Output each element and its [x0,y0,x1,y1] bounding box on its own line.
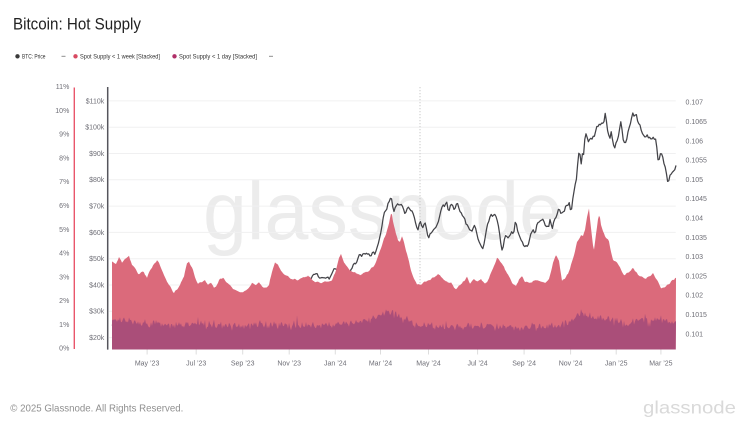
svg-text:8%: 8% [59,155,69,162]
svg-text:Spot Supply < 1 day [Stacked]: Spot Supply < 1 day [Stacked] [179,54,257,61]
svg-text:© 2025 Glassnode. All Rights R: © 2025 Glassnode. All Rights Reserved. [10,403,183,415]
svg-text:0.1035: 0.1035 [686,235,708,242]
svg-text:Mar ’24: Mar ’24 [369,361,392,368]
svg-text:0%: 0% [59,346,69,353]
svg-text:$100k: $100k [85,125,105,132]
svg-text:0.1015: 0.1015 [686,312,708,319]
svg-text:$110k: $110k [86,98,105,105]
svg-text:2%: 2% [59,298,69,305]
svg-text:9%: 9% [59,132,69,139]
svg-text:Jan ’24: Jan ’24 [324,361,347,368]
svg-text:10%: 10% [55,108,69,115]
svg-text:0.105: 0.105 [686,177,704,184]
svg-text:$20k: $20k [89,335,105,342]
svg-text:5%: 5% [59,227,69,234]
svg-text:$50k: $50k [89,256,105,263]
svg-text:4%: 4% [59,251,69,258]
svg-text:glassnode: glassnode [643,398,736,418]
svg-text:3%: 3% [59,274,69,281]
svg-text:BTC: Price: BTC: Price [22,54,46,61]
svg-text:Nov ’24: Nov ’24 [559,361,583,368]
svg-text:May ’23: May ’23 [135,361,160,368]
svg-text:$90k: $90k [89,151,105,158]
svg-text:0.107: 0.107 [686,100,704,107]
svg-text:0.1055: 0.1055 [686,158,708,165]
svg-text:0.103: 0.103 [686,254,704,261]
svg-text:Spot Supply < 1 week [Stacked]: Spot Supply < 1 week [Stacked] [80,54,160,61]
svg-text:$60k: $60k [89,230,105,237]
svg-text:1%: 1% [59,322,69,329]
svg-text:0.1045: 0.1045 [686,196,708,203]
svg-text:Mar ’25: Mar ’25 [649,361,672,368]
svg-text:Nov ’23: Nov ’23 [277,361,301,368]
svg-text:7%: 7% [59,179,69,186]
svg-text:6%: 6% [59,203,69,210]
svg-text:0.1025: 0.1025 [686,273,708,280]
svg-text:Jul ’23: Jul ’23 [186,361,206,368]
svg-text:Sep ’23: Sep ’23 [231,361,255,368]
svg-text:$80k: $80k [89,177,105,184]
svg-text:Sep ’24: Sep ’24 [512,361,536,368]
svg-text:0.102: 0.102 [686,293,704,300]
svg-text:0.101: 0.101 [686,331,704,338]
svg-text:0.1065: 0.1065 [686,119,708,126]
svg-text:Jan ’25: Jan ’25 [605,361,628,368]
svg-text:$30k: $30k [89,309,105,316]
svg-text:0.106: 0.106 [686,138,704,145]
svg-text:Bitcoin: Hot Supply: Bitcoin: Hot Supply [13,16,142,34]
svg-text:11%: 11% [56,84,70,91]
svg-text:0.104: 0.104 [686,216,704,223]
svg-text:$40k: $40k [89,282,105,289]
svg-text:$70k: $70k [89,204,105,211]
svg-text:May ’24: May ’24 [416,361,441,368]
svg-text:Jul ’24: Jul ’24 [467,361,487,368]
